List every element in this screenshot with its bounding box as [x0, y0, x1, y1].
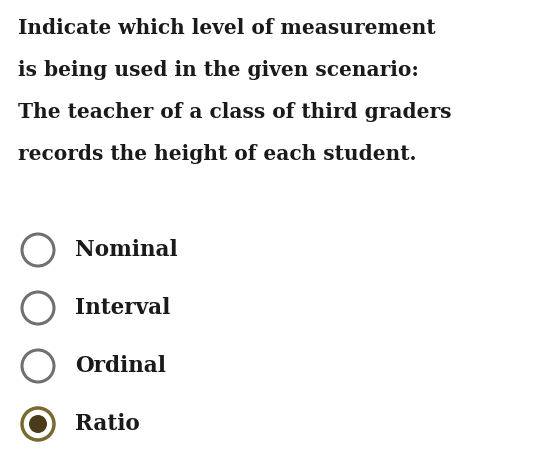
- Text: Indicate which level of measurement: Indicate which level of measurement: [18, 18, 436, 38]
- Text: The teacher of a class of third graders: The teacher of a class of third graders: [18, 102, 452, 122]
- Text: records the height of each student.: records the height of each student.: [18, 144, 417, 164]
- Text: is being used in the given scenario:: is being used in the given scenario:: [18, 60, 419, 80]
- Text: Nominal: Nominal: [75, 239, 178, 261]
- Text: Interval: Interval: [75, 297, 170, 319]
- Circle shape: [29, 415, 47, 433]
- Text: Ordinal: Ordinal: [75, 355, 166, 377]
- Text: Ratio: Ratio: [75, 413, 140, 435]
